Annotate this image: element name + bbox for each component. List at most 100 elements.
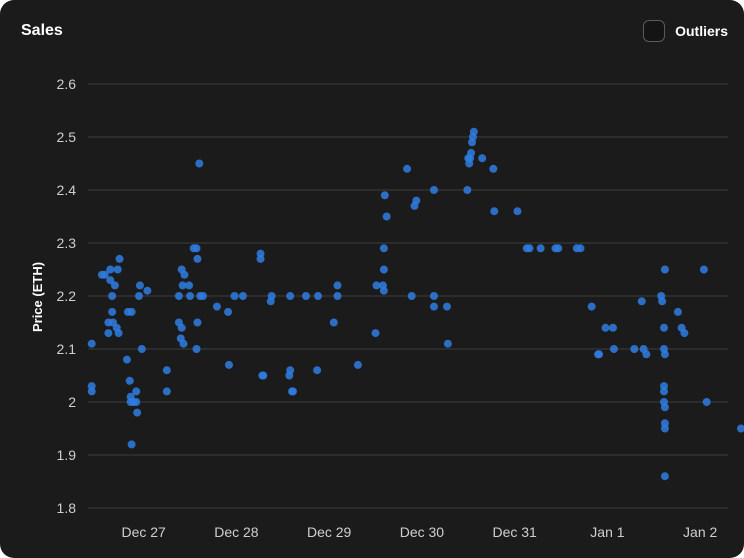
data-point: [443, 339, 452, 348]
data-point: [286, 292, 295, 300]
data-point: [353, 360, 362, 369]
data-points: [87, 127, 744, 481]
data-point: [110, 281, 119, 290]
data-point: [609, 345, 618, 353]
data-point: [642, 350, 651, 359]
data-point: [379, 286, 388, 295]
data-point: [192, 244, 201, 253]
data-point: [525, 244, 534, 253]
data-point: [536, 244, 545, 253]
data-point: [587, 302, 596, 311]
x-tick-label: Jan 2: [683, 524, 717, 540]
data-point: [329, 318, 338, 327]
data-point: [288, 387, 297, 396]
data-point: [132, 387, 141, 396]
data-point: [660, 265, 669, 274]
data-point: [286, 366, 295, 375]
data-point: [199, 292, 208, 300]
data-point: [115, 254, 124, 263]
data-point: [673, 307, 682, 316]
data-point: [186, 292, 195, 300]
data-point: [601, 323, 610, 332]
data-point: [174, 292, 183, 300]
data-point: [554, 244, 563, 253]
data-point: [314, 292, 323, 300]
data-point: [660, 323, 668, 332]
data-point: [379, 244, 388, 253]
data-point: [637, 297, 646, 306]
data-point: [108, 292, 117, 300]
outliers-checkbox[interactable]: [643, 20, 666, 42]
data-point: [108, 307, 117, 316]
y-tick-label: 1.9: [57, 447, 77, 463]
y-tick-label: 1.8: [57, 500, 77, 516]
data-point: [132, 398, 141, 406]
y-tick-label: 2.4: [57, 182, 77, 198]
data-point: [193, 254, 202, 263]
y-tick-label: 2: [68, 394, 76, 410]
x-tick-label: Dec 28: [214, 524, 259, 540]
data-point: [489, 164, 498, 173]
data-point: [660, 387, 668, 396]
data-point: [680, 329, 689, 338]
data-point: [224, 360, 233, 369]
data-point: [608, 323, 617, 332]
data-point: [224, 307, 233, 316]
y-tick-label: 2.3: [57, 235, 77, 251]
data-point: [106, 265, 115, 274]
x-tick-label: Dec 31: [492, 524, 537, 540]
data-point: [699, 265, 708, 274]
data-point: [256, 249, 265, 258]
grid-lines: [88, 83, 728, 509]
data-point: [180, 270, 189, 279]
data-point: [301, 292, 310, 300]
outliers-toggle[interactable]: Outliers: [643, 20, 728, 42]
data-point: [106, 276, 115, 285]
data-point: [87, 382, 96, 391]
x-tick-label: Dec 30: [400, 524, 445, 540]
data-point: [371, 329, 380, 338]
data-point: [736, 424, 744, 433]
data-point: [114, 329, 123, 338]
data-point: [463, 186, 472, 194]
data-point: [380, 191, 389, 200]
y-axis-ticks: 1.8 1.9 2 2.1 2.2 2.3 2.4 2.5 2.6: [57, 76, 77, 516]
x-tick-label: Dec 27: [121, 524, 166, 540]
data-point: [137, 345, 146, 353]
data-point: [403, 164, 412, 173]
data-point: [595, 350, 604, 359]
data-point: [113, 265, 122, 274]
data-point: [87, 339, 96, 348]
chart-title: Sales: [21, 22, 63, 39]
data-point: [429, 292, 438, 300]
data-point: [238, 292, 247, 300]
data-point: [442, 302, 451, 311]
data-point: [133, 408, 142, 417]
data-point: [429, 186, 438, 194]
data-point: [162, 366, 171, 375]
data-point: [162, 387, 171, 396]
data-point: [195, 159, 204, 168]
data-point: [382, 212, 391, 221]
data-point: [179, 339, 188, 348]
outliers-label: Outliers: [675, 23, 728, 39]
data-point: [230, 292, 239, 300]
data-point: [333, 281, 342, 290]
data-point: [125, 376, 134, 385]
data-point: [372, 281, 381, 290]
data-point: [185, 281, 194, 290]
data-point: [143, 286, 152, 295]
data-point: [267, 292, 276, 300]
data-point: [177, 323, 186, 332]
x-tick-label: Jan 1: [590, 524, 624, 540]
data-point: [333, 292, 342, 300]
data-point: [630, 345, 639, 353]
data-point: [135, 292, 144, 300]
data-point: [660, 424, 669, 433]
data-point: [469, 127, 478, 136]
data-point: [122, 355, 131, 364]
data-point: [178, 281, 187, 290]
y-tick-label: 2.2: [57, 288, 77, 304]
